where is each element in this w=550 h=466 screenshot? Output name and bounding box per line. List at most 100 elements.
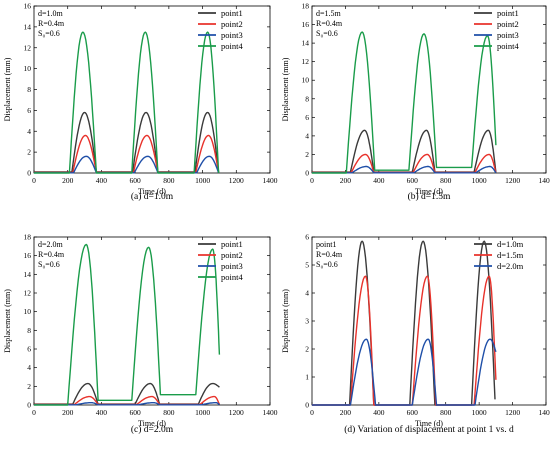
y-tick-label: 8	[305, 94, 309, 103]
x-tick-label: 1000	[472, 176, 487, 185]
x-tick-label: 0	[310, 176, 314, 185]
y-tick-label: 14	[302, 39, 310, 48]
y-axis-label: Displacement (mm)	[281, 57, 290, 121]
plot-frame	[33, 236, 271, 406]
x-tick-label: 600	[130, 408, 142, 417]
legend-label: point2	[221, 250, 243, 260]
y-axis-label: Displacement (mm)	[3, 57, 12, 121]
y-tick-label: 12	[24, 43, 32, 52]
series-line-d-1-0m	[312, 240, 496, 406]
annotation-text: R=0.4m	[316, 19, 343, 28]
y-tick-label: 10	[302, 76, 310, 85]
x-tick-label: 1000	[195, 176, 210, 185]
x-tick-label: 800	[440, 408, 452, 417]
x-tick-label: 800	[163, 408, 175, 417]
series-line-point1	[312, 129, 497, 173]
y-tick-label: 16	[24, 2, 32, 11]
legend-label: point3	[497, 30, 519, 40]
x-axis-label: Time (d)	[138, 419, 166, 428]
x-tick-label: 400	[373, 408, 385, 417]
y-tick-label: 12	[24, 289, 32, 298]
series-line-d-2-0m	[312, 338, 497, 406]
legend-label: point1	[497, 8, 519, 18]
x-tick-label: 600	[407, 408, 419, 417]
y-tick-label: 0	[305, 169, 309, 178]
x-tick-label: 1000	[195, 408, 210, 417]
annotation-text: R=0.4m	[316, 250, 343, 259]
y-tick-label: 8	[27, 326, 31, 335]
series-line-point3	[34, 402, 220, 406]
y-tick-label: 10	[24, 307, 32, 316]
y-tick-label: 6	[305, 113, 309, 122]
y-tick-label: 14	[24, 22, 32, 31]
legend-label: d=2.0m	[497, 261, 524, 271]
x-axis-label: Time (d)	[138, 187, 166, 196]
y-tick-label: 8	[27, 85, 31, 94]
y-tick-label: 5	[305, 261, 309, 270]
legend-label: point4	[497, 41, 519, 51]
y-tick-label: 6	[305, 233, 309, 242]
y-axis-label: Displacement (mm)	[3, 289, 12, 353]
series-line-point4	[34, 31, 220, 174]
series-line-point3	[312, 165, 497, 174]
panel-caption: (a) d=1.0m	[131, 191, 174, 202]
series-line-point1	[34, 111, 220, 173]
x-tick-label: 800	[163, 176, 175, 185]
chart-panel-1: 0 200 400 600 800 1000 1200 1400 0 2 4 6 8 10 12 14 16 Ti…	[3, 2, 278, 203]
panel-caption: (d) Variation of displacement at point 1…	[344, 424, 514, 435]
x-tick-label: 200	[62, 176, 74, 185]
panel-caption: (b) d=1.5m	[408, 191, 451, 202]
y-tick-label: 16	[24, 251, 32, 260]
x-tick-label: 1400	[263, 408, 278, 417]
annotation-text: S₀=0.6	[38, 260, 60, 269]
y-tick-label: 4	[305, 289, 309, 298]
x-tick-label: 0	[310, 408, 314, 417]
x-tick-label: 400	[96, 176, 108, 185]
legend-label: point3	[221, 261, 243, 271]
y-tick-label: 10	[24, 64, 32, 73]
y-tick-label: 2	[27, 382, 31, 391]
x-tick-label: 1000	[472, 408, 487, 417]
y-tick-label: 1	[305, 373, 309, 382]
y-tick-label: 2	[27, 148, 31, 157]
x-tick-label: 200	[340, 176, 352, 185]
annotation-text: point1	[316, 240, 336, 249]
x-tick-label: 200	[340, 408, 352, 417]
x-tick-label: 400	[96, 408, 108, 417]
y-tick-label: 0	[27, 169, 31, 178]
y-tick-label: 0	[27, 401, 31, 410]
x-axis-label: Time (d)	[415, 419, 443, 428]
annotation-text: S₀=0.6	[316, 29, 338, 38]
y-tick-label: 18	[302, 2, 310, 11]
annotation-text: d=1.0m	[38, 9, 64, 18]
panel-caption: (c) d=2.0m	[131, 424, 174, 435]
series-line-point2	[312, 153, 497, 174]
series-line-point1	[34, 382, 220, 405]
x-tick-label: 0	[32, 408, 36, 417]
annotation-text: d=1.5m	[316, 9, 342, 18]
chart-panel-2: 0 200 400 600 800 1000 1200 1400 0 2 4 6 8 10 12 14 16 18…	[281, 2, 550, 203]
y-tick-label: 6	[27, 106, 31, 115]
legend-label: point4	[221, 272, 243, 282]
series-line-point4	[312, 31, 497, 174]
series-line-point4	[34, 243, 221, 406]
y-tick-label: 12	[302, 57, 310, 66]
legend-label: point2	[497, 19, 519, 29]
y-tick-label: 16	[302, 20, 310, 29]
legend-label: point4	[221, 41, 243, 51]
legend-label: point3	[221, 30, 243, 40]
legend-label: d=1.5m	[497, 250, 524, 260]
y-tick-label: 0	[305, 401, 309, 410]
x-tick-label: 0	[32, 176, 36, 185]
series-line-point3	[34, 155, 220, 174]
y-tick-label: 4	[27, 363, 31, 372]
y-tick-label: 4	[27, 127, 31, 136]
y-tick-label: 6	[27, 345, 31, 354]
x-tick-label: 1200	[229, 408, 244, 417]
x-tick-label: 200	[62, 408, 74, 417]
annotation-text: S₀=0.6	[38, 29, 60, 38]
annotation-text: R=0.4m	[38, 250, 65, 259]
x-tick-label: 400	[373, 176, 385, 185]
chart-panel-3: 0 200 400 600 800 1000 1200 1400 0 2 4 6 8 10 12 14 16 18…	[3, 233, 278, 436]
x-tick-label: 1200	[505, 176, 520, 185]
